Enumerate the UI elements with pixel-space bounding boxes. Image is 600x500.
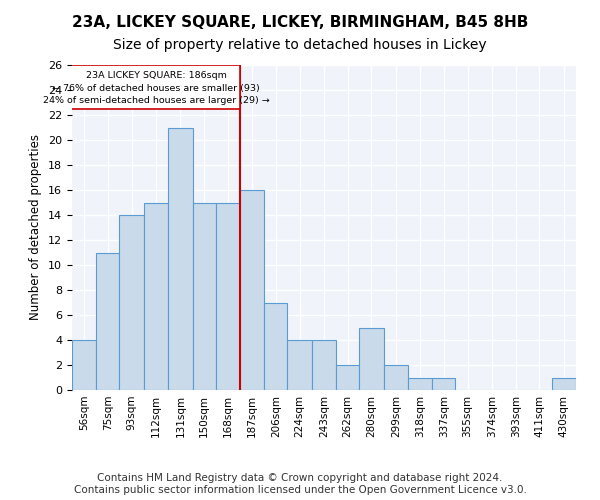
- Text: Size of property relative to detached houses in Lickey: Size of property relative to detached ho…: [113, 38, 487, 52]
- Bar: [408, 378, 433, 390]
- Bar: [433, 378, 455, 390]
- Bar: [551, 378, 576, 390]
- Bar: [312, 340, 336, 390]
- Bar: [168, 128, 193, 390]
- Text: Contains HM Land Registry data © Crown copyright and database right 2024.
Contai: Contains HM Land Registry data © Crown c…: [74, 474, 526, 495]
- Text: 24% of semi-detached houses are larger (29) →: 24% of semi-detached houses are larger (…: [43, 96, 269, 106]
- Bar: [215, 202, 240, 390]
- Bar: [119, 215, 144, 390]
- Bar: [383, 365, 408, 390]
- Text: 23A LICKEY SQUARE: 186sqm: 23A LICKEY SQUARE: 186sqm: [86, 71, 226, 80]
- Bar: [359, 328, 383, 390]
- Text: ← 76% of detached houses are smaller (93): ← 76% of detached houses are smaller (93…: [52, 84, 260, 93]
- Y-axis label: Number of detached properties: Number of detached properties: [29, 134, 43, 320]
- Text: 23A, LICKEY SQUARE, LICKEY, BIRMINGHAM, B45 8HB: 23A, LICKEY SQUARE, LICKEY, BIRMINGHAM, …: [72, 15, 528, 30]
- Bar: [240, 190, 265, 390]
- Bar: [144, 202, 168, 390]
- Bar: [336, 365, 359, 390]
- Bar: [72, 340, 97, 390]
- Bar: [97, 252, 119, 390]
- Bar: [193, 202, 215, 390]
- Bar: [265, 302, 287, 390]
- Bar: [287, 340, 312, 390]
- FancyBboxPatch shape: [71, 65, 240, 109]
